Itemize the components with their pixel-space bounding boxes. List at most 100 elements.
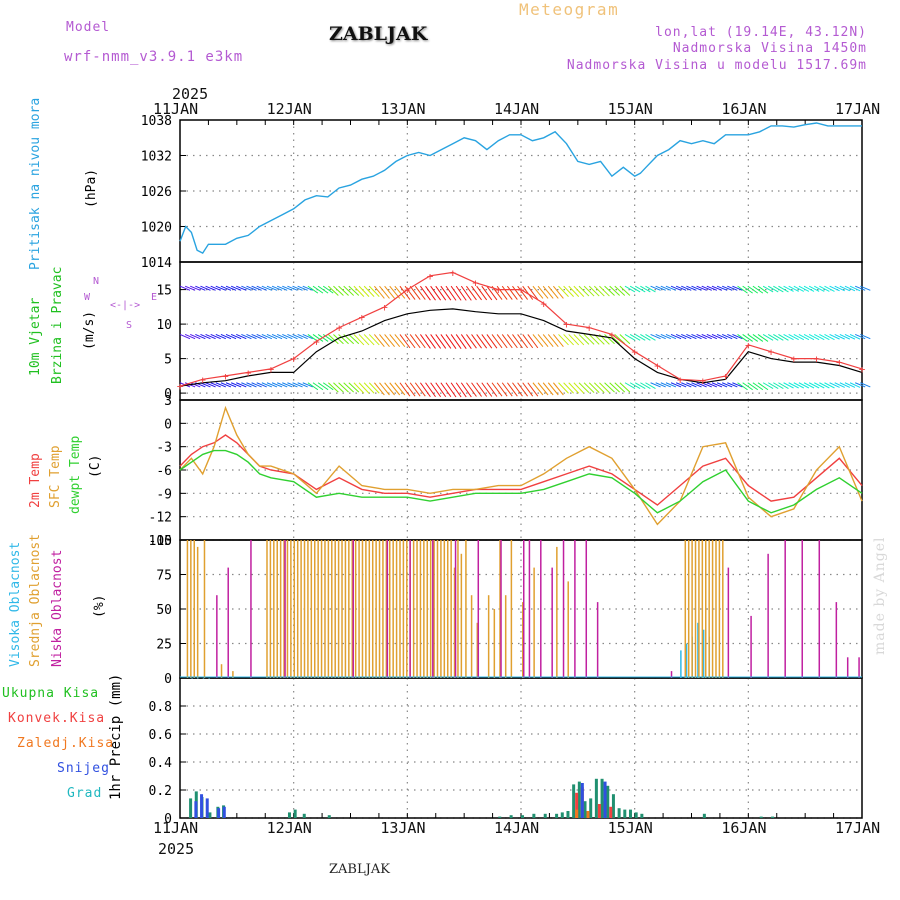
mid-cloud-bar: [691, 540, 693, 678]
wind-barb: [537, 285, 549, 299]
mid-cloud-bar: [266, 540, 268, 678]
wind-barb: [435, 382, 447, 398]
wind-barb: [568, 334, 580, 346]
gust-marker: +: [359, 311, 366, 324]
wind-barb: [645, 285, 656, 293]
wind-barb: [517, 285, 528, 300]
gust-marker: +: [677, 373, 684, 386]
wind-barb: [614, 382, 626, 393]
wind-barb: [670, 285, 682, 291]
mid-cloud-bar: [392, 540, 394, 678]
rain-total-bar: [594, 778, 598, 818]
rain-total-bar: [640, 813, 644, 818]
wind-barb: [205, 382, 216, 388]
wind-barb: [460, 382, 472, 398]
wind-barb: [307, 334, 319, 342]
compass-mark: S: [126, 320, 133, 331]
rain-total-bar: [589, 798, 593, 818]
compass-mark: N: [93, 276, 100, 287]
wind-barb: [655, 285, 666, 291]
wind-barb: [655, 333, 666, 340]
wind-barb: [578, 334, 590, 345]
wind-barb: [721, 382, 733, 388]
wind-barb: [650, 382, 661, 388]
wind-barb: [660, 333, 672, 340]
wind-barb: [706, 285, 718, 291]
wind-barb: [844, 285, 856, 292]
wind-barb: [246, 333, 257, 340]
rain-total-bar: [555, 813, 559, 818]
wind-barb: [721, 333, 733, 340]
wind-barb: [363, 382, 375, 394]
mid-cloud-bar: [344, 540, 347, 678]
model-altitude-label: Nadmorska Visina u modelu 1517.69m: [566, 58, 867, 73]
wind-barb: [808, 285, 820, 292]
low-cloud-bar: [409, 540, 411, 678]
wind-barb: [241, 333, 252, 340]
wind-barb: [471, 285, 482, 301]
wind-barb: [747, 334, 759, 342]
wind-barb: [292, 333, 303, 340]
wind-barb: [640, 382, 651, 390]
wind-barb: [829, 285, 840, 292]
wind-barb: [573, 334, 585, 346]
wind-barb: [727, 333, 738, 340]
mid-cloud-bar: [705, 540, 707, 678]
mid-cloud-bar: [446, 540, 449, 678]
wind-barb: [573, 382, 585, 394]
wind-barb: [430, 334, 442, 349]
wind-barb: [368, 285, 380, 297]
wind-barb: [230, 285, 242, 291]
wind-barb: [210, 333, 221, 340]
y-tick-label: 0.4: [149, 756, 173, 771]
wind-barb: [752, 382, 764, 391]
gust-marker: +: [609, 328, 616, 341]
wind-barb: [292, 285, 303, 291]
mid-cloud-bar: [375, 540, 377, 678]
mid-cloud-bar: [567, 581, 569, 678]
wind-barb: [849, 285, 861, 292]
wind-barb: [839, 285, 851, 292]
wind-barb: [307, 382, 319, 391]
wind-barb: [215, 382, 226, 388]
wind-barb: [640, 285, 651, 293]
date-label: 13JAN: [380, 819, 426, 837]
low-cloud-bar: [562, 540, 565, 678]
wind-barb: [481, 382, 493, 397]
wind-barb: [353, 334, 365, 346]
low-cloud-bar: [818, 540, 821, 678]
wind-barb: [701, 333, 712, 340]
wind-barb: [860, 333, 871, 340]
wind-barb: [220, 382, 232, 388]
rain-total-bar: [189, 798, 193, 818]
wind-barb: [205, 333, 216, 340]
wind-barb: [312, 334, 324, 342]
station-title: ZABLJAK: [329, 23, 428, 45]
wind-barb: [819, 382, 830, 389]
y-tick-label: 0: [164, 672, 172, 687]
wind-barb: [665, 382, 677, 388]
wind-barb: [665, 285, 677, 291]
wind-barb: [732, 333, 743, 340]
mid-cloud-bar: [313, 540, 316, 678]
wind-barb: [445, 334, 457, 349]
low-cloud-bar: [216, 595, 218, 678]
y-tick-label: 1026: [141, 185, 172, 200]
wind-barb: [368, 382, 380, 394]
wind-barb: [624, 382, 636, 390]
wind-barb: [450, 285, 462, 301]
wind-barb: [491, 334, 503, 349]
mid-cloud-bar: [331, 540, 333, 678]
wind-barb: [767, 382, 779, 390]
date-label: 17JAN: [835, 100, 881, 118]
wind-barb: [793, 285, 805, 292]
gust-marker: +: [313, 335, 320, 348]
mid-cloud-bar: [493, 609, 496, 678]
wind-barb: [440, 285, 452, 301]
high-cloud-bar: [202, 678, 205, 679]
y-tick-label: 0: [164, 387, 172, 402]
wind-barb: [747, 285, 759, 294]
wind-barb: [701, 285, 712, 291]
wind-barb: [430, 382, 442, 398]
mid-cloud-bar: [722, 540, 724, 678]
